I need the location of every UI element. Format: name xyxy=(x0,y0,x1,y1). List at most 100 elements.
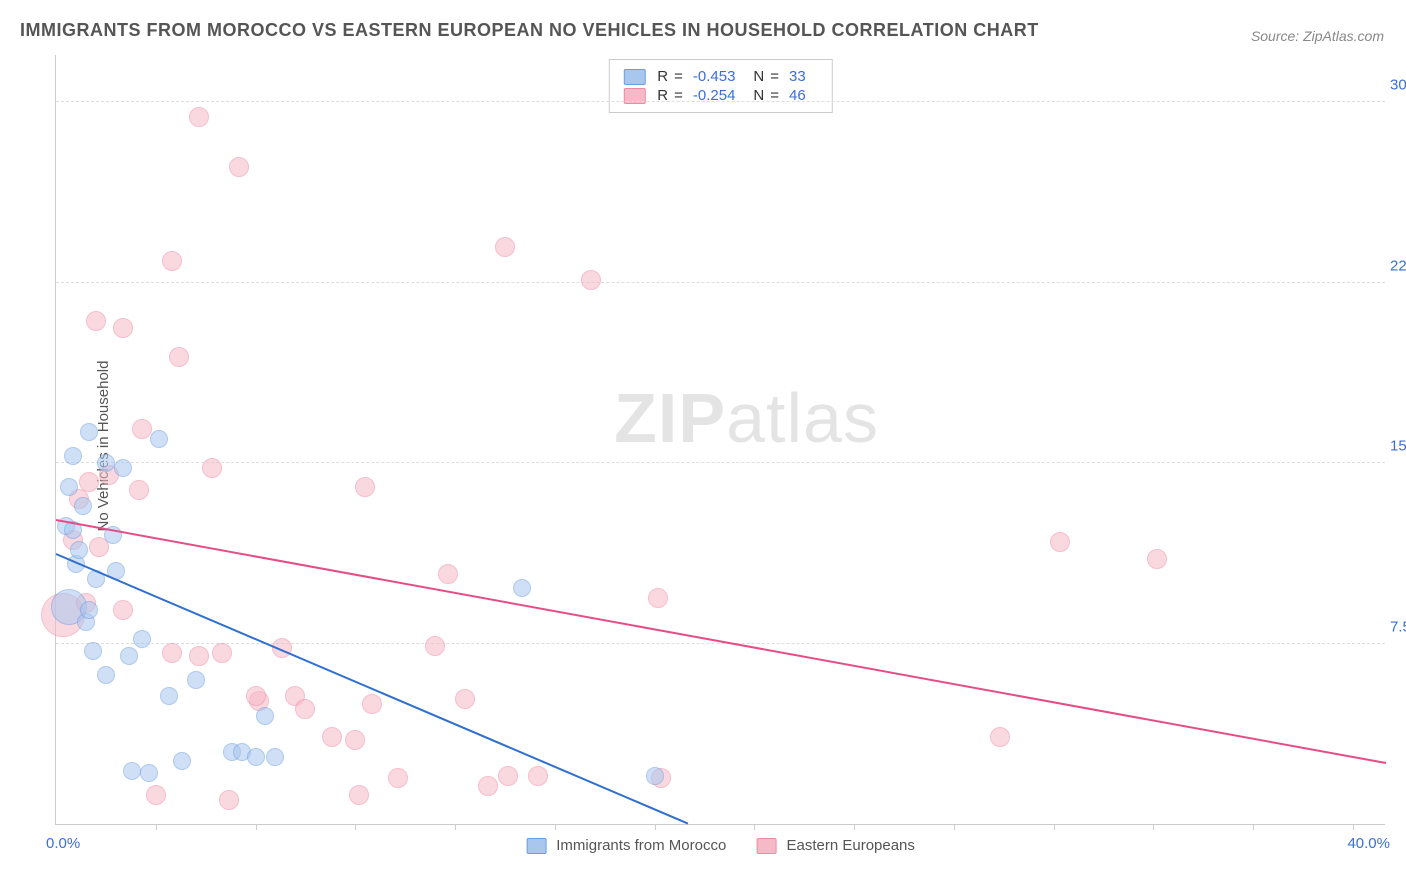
data-point xyxy=(646,767,664,785)
data-point xyxy=(79,472,99,492)
swatch-s1-icon xyxy=(526,838,546,854)
data-point xyxy=(355,477,375,497)
data-point xyxy=(1147,549,1167,569)
data-point xyxy=(295,699,315,719)
data-point xyxy=(362,694,382,714)
r-value-s1: -0.453 xyxy=(693,68,736,85)
data-point xyxy=(97,666,115,684)
data-point xyxy=(189,107,209,127)
y-tick-label: 15.0% xyxy=(1390,438,1406,455)
x-tick-mark xyxy=(1153,824,1154,830)
data-point xyxy=(425,636,445,656)
r-label: R xyxy=(657,68,668,85)
swatch-s1 xyxy=(623,69,645,85)
data-point xyxy=(80,423,98,441)
data-point xyxy=(581,270,601,290)
x-tick-mark xyxy=(754,824,755,830)
data-point xyxy=(169,347,189,367)
x-tick-mark xyxy=(455,824,456,830)
data-point xyxy=(74,497,92,515)
data-point xyxy=(84,642,102,660)
data-point xyxy=(114,459,132,477)
x-tick-mark xyxy=(355,824,356,830)
watermark: ZIPatlas xyxy=(614,378,879,458)
equals-sign: = xyxy=(674,68,683,85)
data-point xyxy=(80,601,98,619)
data-point xyxy=(648,588,668,608)
source-attribution: Source: ZipAtlas.com xyxy=(1251,28,1384,44)
correlation-legend: R = -0.453 N = 33 R = -0.254 N = 46 xyxy=(608,59,832,113)
y-tick-label: 22.5% xyxy=(1390,257,1406,274)
data-point xyxy=(187,671,205,689)
data-point xyxy=(229,157,249,177)
data-point xyxy=(113,318,133,338)
trend-line xyxy=(56,553,689,824)
y-tick-label: 7.5% xyxy=(1390,618,1406,635)
gridline xyxy=(56,282,1385,283)
data-point xyxy=(123,762,141,780)
data-point xyxy=(349,785,369,805)
gridline xyxy=(56,101,1385,102)
data-point xyxy=(345,730,365,750)
legend-item-s1: Immigrants from Morocco xyxy=(526,837,726,854)
legend-row-s1: R = -0.453 N = 33 xyxy=(623,68,817,85)
x-tick-mark xyxy=(954,824,955,830)
x-tick-mark xyxy=(156,824,157,830)
n-label: N xyxy=(753,68,764,85)
data-point xyxy=(212,643,232,663)
page-title: IMMIGRANTS FROM MOROCCO VS EASTERN EUROP… xyxy=(20,20,1039,41)
data-point xyxy=(140,764,158,782)
data-point xyxy=(162,643,182,663)
data-point xyxy=(120,647,138,665)
data-point xyxy=(266,748,284,766)
data-point xyxy=(478,776,498,796)
data-point xyxy=(70,541,88,559)
x-tick-mark xyxy=(555,824,556,830)
data-point xyxy=(146,785,166,805)
scatter-chart: ZIPatlas R = -0.453 N = 33 R = -0.254 N … xyxy=(55,55,1385,825)
x-tick-mark xyxy=(1253,824,1254,830)
data-point xyxy=(60,478,78,496)
data-point xyxy=(189,646,209,666)
gridline xyxy=(56,643,1385,644)
data-point xyxy=(495,237,515,257)
data-point xyxy=(498,766,518,786)
data-point xyxy=(113,600,133,620)
data-point xyxy=(455,689,475,709)
x-tick-mark xyxy=(655,824,656,830)
trend-line xyxy=(56,519,1386,764)
swatch-s2-icon xyxy=(756,838,776,854)
data-point xyxy=(64,447,82,465)
data-point xyxy=(219,790,239,810)
equals-sign: = xyxy=(770,68,779,85)
x-tick-max: 40.0% xyxy=(1347,835,1390,852)
data-point xyxy=(173,752,191,770)
legend-label-s1: Immigrants from Morocco xyxy=(556,837,726,854)
data-point xyxy=(129,480,149,500)
data-point xyxy=(513,579,531,597)
data-point xyxy=(438,564,458,584)
data-point xyxy=(1050,532,1070,552)
data-point xyxy=(990,727,1010,747)
data-point xyxy=(246,686,266,706)
data-point xyxy=(133,630,151,648)
data-point xyxy=(97,454,115,472)
watermark-bold: ZIP xyxy=(614,379,726,457)
legend-item-s2: Eastern Europeans xyxy=(756,837,915,854)
x-tick-mark xyxy=(1054,824,1055,830)
data-point xyxy=(322,727,342,747)
data-point xyxy=(528,766,548,786)
gridline xyxy=(56,462,1385,463)
watermark-light: atlas xyxy=(726,379,879,457)
series-legend: Immigrants from Morocco Eastern European… xyxy=(526,837,915,854)
n-value-s1: 33 xyxy=(789,68,806,85)
data-point xyxy=(202,458,222,478)
data-point xyxy=(247,748,265,766)
x-tick-mark xyxy=(1353,824,1354,830)
data-point xyxy=(162,251,182,271)
data-point xyxy=(150,430,168,448)
legend-label-s2: Eastern Europeans xyxy=(786,837,914,854)
data-point xyxy=(388,768,408,788)
y-tick-label: 30.0% xyxy=(1390,77,1406,94)
x-tick-min: 0.0% xyxy=(46,835,80,852)
